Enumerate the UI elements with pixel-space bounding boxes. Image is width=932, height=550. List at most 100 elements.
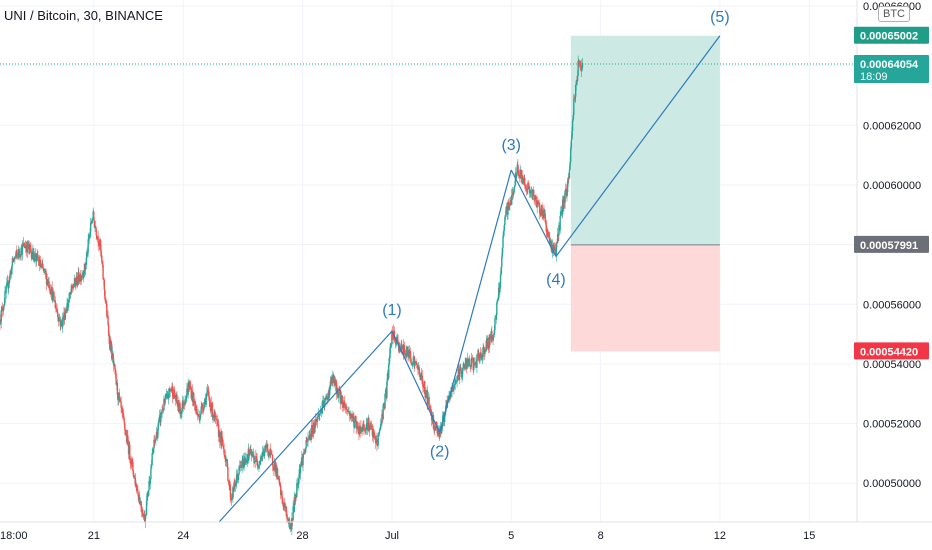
candle-body	[112, 352, 114, 360]
candle-body	[324, 397, 326, 407]
candle-body	[152, 448, 155, 453]
candle-body	[81, 276, 83, 277]
candle-body	[425, 390, 427, 398]
candle-body	[286, 515, 288, 519]
candle-body	[379, 428, 381, 431]
candle-body	[481, 354, 483, 360]
candle-body	[353, 415, 355, 428]
candle-body	[225, 460, 227, 462]
candle-body	[193, 392, 195, 402]
candle-body	[78, 280, 81, 283]
candle-body	[40, 266, 42, 268]
candle-body	[37, 254, 39, 261]
candle-body	[222, 446, 225, 449]
candle-body	[121, 407, 123, 409]
candle-body	[570, 139, 573, 148]
candle-body	[348, 412, 351, 417]
candle-body	[342, 402, 345, 408]
candle-body	[529, 191, 532, 194]
candle-body	[449, 397, 451, 398]
candle-body	[146, 493, 148, 501]
candle-body	[173, 389, 176, 397]
long-position-tool[interactable]	[570, 35, 720, 352]
candle-body	[527, 183, 530, 186]
candle-body	[118, 392, 120, 399]
candle-body	[88, 235, 91, 239]
x-tick-label: 24	[177, 530, 189, 542]
candle-body	[222, 439, 224, 447]
candle-body	[319, 413, 321, 415]
candle-body	[207, 392, 210, 397]
candle-body	[130, 459, 133, 465]
candle-body	[271, 454, 273, 456]
candle-body	[206, 392, 208, 396]
candle-body	[37, 260, 40, 262]
candle-body	[427, 397, 429, 405]
grid-lines	[0, 0, 857, 522]
candle-body	[185, 395, 188, 402]
profit-zone	[570, 35, 720, 245]
candle-body	[554, 247, 556, 253]
x-tick-label: 18:00	[0, 530, 28, 542]
y-tick-label: 0.00050000	[863, 478, 921, 490]
candle-body	[18, 249, 20, 254]
candle-body	[167, 397, 169, 399]
candle-body	[142, 514, 145, 517]
candle-body	[576, 75, 579, 82]
candle-body	[461, 367, 464, 375]
candle-body	[373, 432, 376, 437]
candle-body	[91, 218, 94, 221]
candle-body	[44, 269, 47, 274]
candle-body	[14, 255, 17, 257]
candle-body	[365, 429, 367, 431]
candle-body	[161, 410, 163, 415]
candle-body	[434, 428, 437, 431]
candle-body	[403, 344, 405, 350]
candle-body	[292, 506, 294, 521]
candle-body	[157, 430, 159, 439]
candle-body	[322, 400, 325, 407]
candle-body	[478, 353, 480, 361]
candle-body	[343, 401, 346, 407]
candle-body	[196, 409, 198, 414]
candle-body	[122, 413, 125, 419]
candle-body	[48, 287, 51, 290]
candle-body	[88, 238, 90, 240]
candle-body	[198, 414, 200, 417]
candle-body	[129, 458, 132, 464]
candle-body	[210, 409, 212, 412]
candle-body	[11, 265, 13, 275]
candle-body	[411, 363, 414, 365]
candle-body	[421, 375, 423, 385]
elliott-wave-labels: (1) (2) (3) (4) (5)	[382, 9, 729, 461]
candle-body	[239, 466, 241, 468]
candle-body	[520, 169, 522, 179]
candle-body	[452, 388, 455, 392]
candle-body	[261, 456, 263, 457]
candle-body	[527, 183, 529, 190]
candle-body	[535, 200, 538, 208]
candle-body	[258, 464, 260, 468]
candle-body	[199, 413, 202, 418]
candle-body	[296, 483, 298, 497]
candle-body	[281, 498, 284, 503]
currency-badge[interactable]: BTC	[878, 6, 910, 22]
candle-body	[316, 416, 319, 423]
candle-body	[104, 299, 107, 303]
candle-body	[494, 318, 496, 331]
candle-body	[257, 464, 259, 468]
candle-body	[467, 361, 469, 363]
candle-body	[579, 60, 581, 64]
candle-body	[209, 404, 212, 412]
candle-body	[577, 61, 579, 76]
candle-body	[2, 309, 4, 312]
candle-body	[98, 244, 101, 246]
candle-body	[163, 399, 165, 411]
candle-body	[525, 188, 528, 190]
candle-body	[415, 361, 417, 364]
candle-body	[158, 418, 160, 423]
candle-body	[107, 315, 109, 325]
candle-body	[499, 286, 501, 293]
candle-body	[481, 357, 484, 360]
